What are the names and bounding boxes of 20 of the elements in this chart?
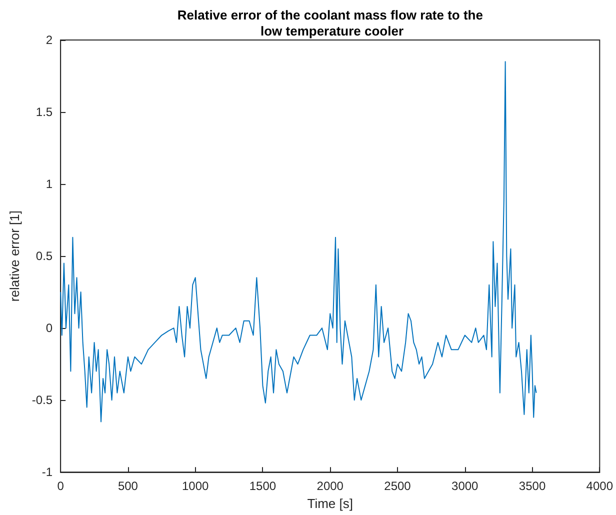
y-axis-title: relative error [1] bbox=[7, 210, 22, 302]
x-tick-label: 3500 bbox=[518, 479, 546, 494]
y-tick-label: 2 bbox=[46, 33, 53, 47]
y-tick-label: 1 bbox=[46, 177, 53, 192]
x-tick-label: 0 bbox=[57, 479, 64, 494]
x-tick-label: 1500 bbox=[249, 479, 276, 494]
y-tick-label: 0.5 bbox=[36, 249, 53, 264]
y-tick-label: 0 bbox=[46, 321, 53, 336]
x-tick-label: 500 bbox=[118, 479, 138, 494]
y-tick-label: 1.5 bbox=[36, 105, 53, 120]
x-tick-label: 2000 bbox=[316, 479, 344, 494]
y-tick-label: -1 bbox=[42, 465, 53, 480]
x-tick-label: 1000 bbox=[182, 479, 210, 494]
x-axis-title: Time [s] bbox=[307, 496, 353, 511]
chart-title: Relative error of the coolant mass flow rate to the low temperature cooler bbox=[177, 8, 487, 38]
y-tick-label: -0.5 bbox=[32, 393, 53, 408]
x-tick-label: 4000 bbox=[586, 479, 614, 494]
x-tick-label: 2500 bbox=[384, 479, 412, 494]
line-series bbox=[60, 61, 537, 422]
x-tick-label: 3000 bbox=[452, 479, 479, 494]
